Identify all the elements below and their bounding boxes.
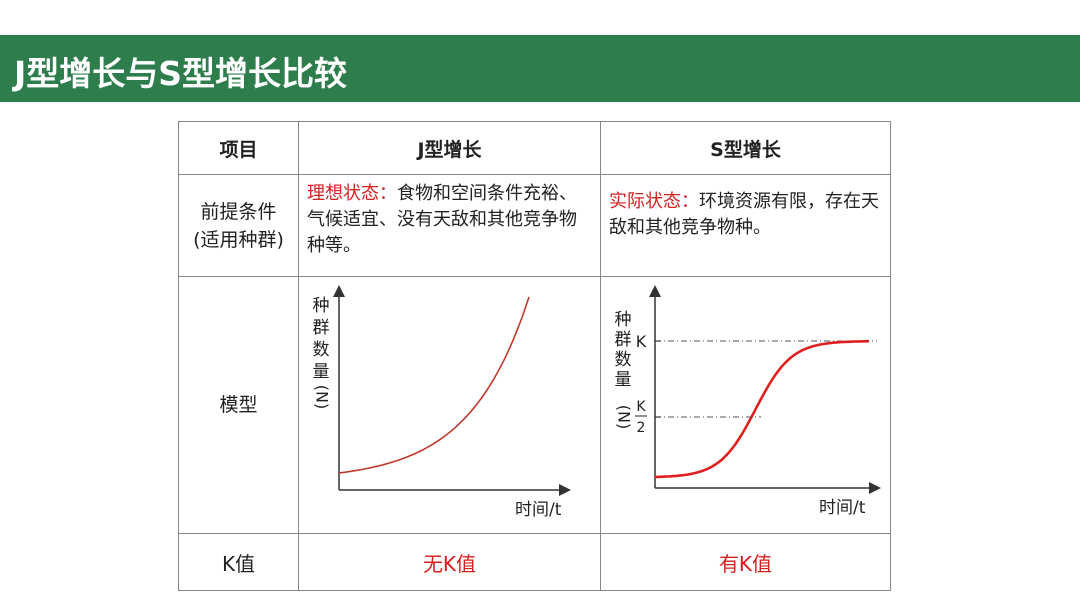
s-curve-line (654, 339, 870, 479)
s-curve-cell: 种 群 数 量 (N) K K 2 时间/t (600, 276, 891, 534)
title-banner: J型增长与S型增长比较 (0, 35, 1080, 102)
header-item: 项目 (178, 121, 299, 175)
j-condition-cell: 理想状态：食物和空间条件充裕、气候适宜、没有天敌和其他竞争物种等。 (298, 174, 601, 277)
j-x-label: 时间/t (515, 500, 562, 520)
j-y-label-n: (N) (313, 385, 332, 409)
conditions-label-line1: 前提条件 (200, 200, 277, 223)
conditions-label-line2: (适用种群) (193, 228, 284, 251)
svg-text:群: 群 (313, 318, 330, 338)
j-condition-prefix: 理想状态： (307, 183, 397, 204)
table-row-model: 模型 种 群 数 量 (N) 时间/t (178, 276, 891, 534)
j-curve-cell: 种 群 数 量 (N) 时间/t (298, 276, 601, 534)
j-condition-text: 食物和空间条件充裕、气候适宜、没有天敌和其他竞争物种等。 (307, 183, 577, 256)
comparison-table: 项目 J型增长 S型增长 前提条件 (适用种群) 理想状态：食物和空间条件充裕、… (178, 121, 891, 591)
table-row-k-value: K值 无K值 有K值 (178, 533, 891, 591)
half-k-numerator: K (636, 399, 646, 415)
svg-text:种: 种 (313, 296, 330, 316)
svg-text:量: 量 (313, 362, 330, 382)
k-value-label: K值 (178, 533, 299, 591)
s-x-label: 时间/t (819, 498, 866, 518)
header-s-growth: S型增长 (600, 121, 891, 175)
svg-text:量: 量 (615, 370, 632, 390)
k-tick-label: K (636, 332, 647, 351)
s-condition-prefix: 实际状态： (609, 191, 699, 212)
s-curve-chart: 种 群 数 量 (N) K K 2 时间/t (615, 285, 881, 518)
svg-text:数: 数 (313, 340, 330, 360)
header-j-growth: J型增长 (298, 121, 601, 175)
svg-text:数: 数 (615, 350, 632, 370)
j-curve-line (338, 296, 530, 474)
svg-text:群: 群 (615, 330, 632, 350)
j-k-value: 无K值 (298, 533, 601, 591)
j-curve-chart: 种 群 数 量 (N) 时间/t (313, 285, 571, 520)
table-row-conditions: 前提条件 (适用种群) 理想状态：食物和空间条件充裕、气候适宜、没有天敌和其他竞… (178, 174, 891, 277)
s-condition-cell: 实际状态：环境资源有限，存在天敌和其他竞争物种。 (600, 174, 891, 277)
s-y-label: 种 群 数 量 (N) (615, 310, 634, 429)
model-label: 模型 (178, 276, 299, 534)
table-header-row: 项目 J型增长 S型增长 (178, 121, 891, 175)
svg-text:种: 种 (615, 310, 632, 330)
page-title: J型增长与S型增长比较 (14, 54, 348, 93)
j-y-label: 种 群 数 量 (N) (313, 296, 332, 409)
conditions-label: 前提条件 (适用种群) (178, 174, 299, 277)
s-condition-text: 环境资源有限，存在天敌和其他竞争物种。 (609, 191, 879, 238)
half-k-denominator: 2 (637, 420, 646, 436)
s-y-label-n: (N) (615, 405, 634, 429)
s-k-value: 有K值 (600, 533, 891, 591)
